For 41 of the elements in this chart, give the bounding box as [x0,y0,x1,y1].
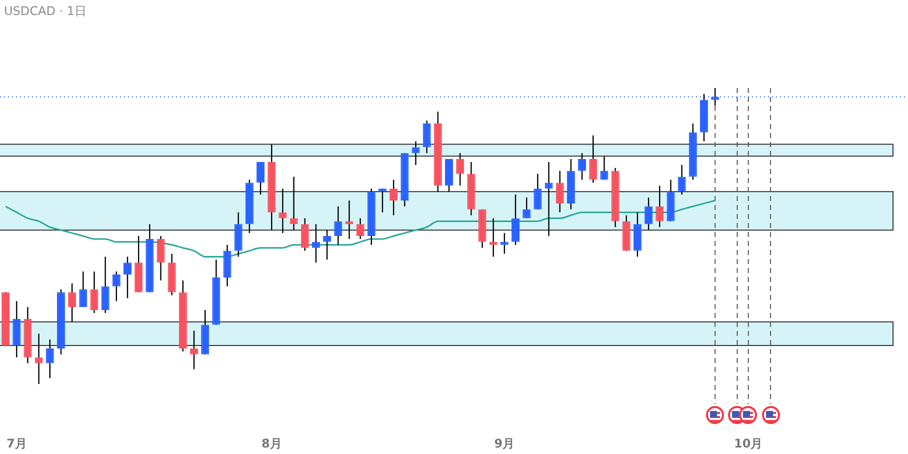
candlestick [522,196,531,219]
candlestick [412,140,420,166]
candlestick [556,170,564,213]
candlestick [456,152,464,186]
x-tick-label: 8月 [261,436,282,450]
candlestick [345,200,354,240]
candlestick [544,161,553,237]
candlestick [46,339,54,379]
candlestick [290,176,298,231]
candlestick [300,218,309,252]
candlestick [378,188,386,213]
candlestick [422,120,431,154]
candlestick [334,206,342,246]
candlestick [489,218,498,258]
candlestick [600,155,608,180]
candlestick [68,282,76,322]
candlestick [534,173,542,210]
candlestick [512,194,520,246]
candlestick [656,185,664,228]
candlestick [312,224,320,264]
candlestick [323,229,332,260]
candlestick [356,218,364,240]
candlestick [390,179,398,216]
candlestick [644,196,653,231]
chart-title: USDCAD · 1日 [4,4,87,18]
candlestick [256,161,265,196]
candlestick [90,270,98,314]
candlestick [190,330,198,370]
x-tick-label: 7月 [6,436,27,450]
candlestick [589,134,598,184]
candlestick [678,164,686,196]
candlestick [500,232,508,254]
candlestick [156,235,165,281]
candlestick [79,270,88,308]
x-tick-label: 9月 [494,436,515,450]
candlestick [112,270,120,302]
candlestick [34,333,43,385]
candlestick [578,152,586,180]
x-tick-label: 10月 [734,436,763,450]
candlestick [124,256,132,299]
candlestick [101,256,110,314]
